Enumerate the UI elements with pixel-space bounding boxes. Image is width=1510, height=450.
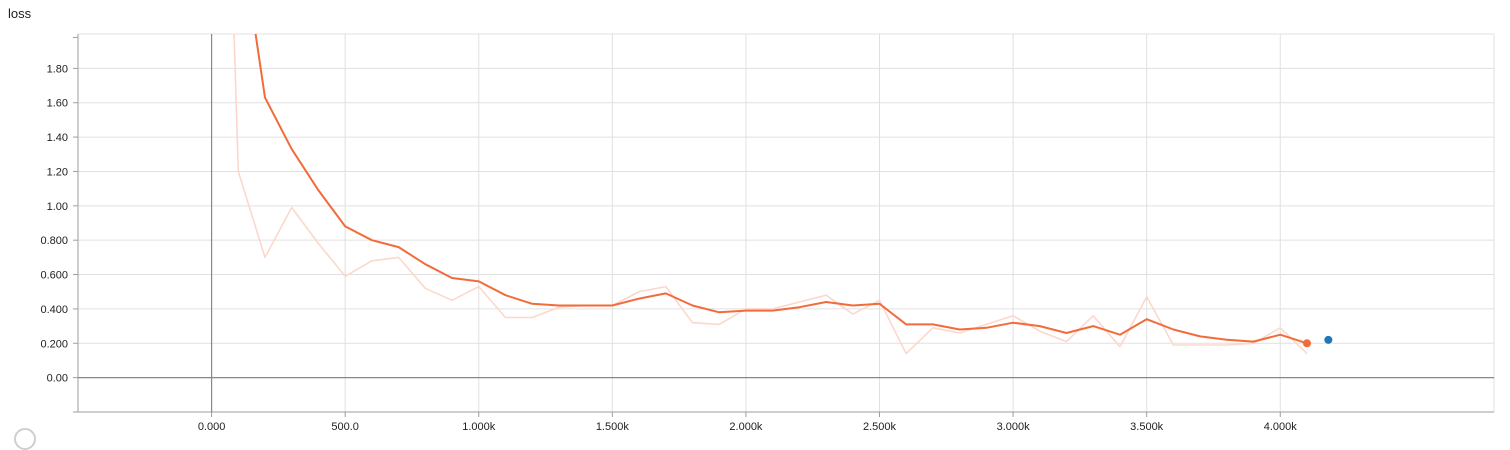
series-marker[interactable] bbox=[1324, 335, 1333, 344]
x-tick: 1.500k bbox=[596, 421, 630, 433]
x-tick: 2.500k bbox=[863, 421, 897, 433]
series-line-smoothed bbox=[254, 34, 1308, 345]
series-lines bbox=[233, 34, 1308, 355]
x-tick: 4.000k bbox=[1264, 421, 1298, 433]
y-tick: 1.60 bbox=[47, 98, 68, 110]
grid-lines bbox=[78, 33, 1495, 412]
x-tick: 3.000k bbox=[997, 421, 1031, 433]
x-tick-label: 3.000k bbox=[997, 421, 1031, 433]
y-tick-label: 0.800 bbox=[40, 235, 68, 247]
y-tick: 0.00 bbox=[47, 373, 68, 385]
x-axis-ticks: 0.000 500.0 1.000k 1.500k 2.000k 2.500k 3.000k… bbox=[198, 412, 1297, 433]
x-tick-label: 500.0 bbox=[331, 421, 359, 433]
y-tick: 1.80 bbox=[47, 63, 68, 75]
y-tick: 1.40 bbox=[47, 132, 68, 144]
x-tick: 500.0 bbox=[331, 421, 359, 433]
y-tick-label: 1.40 bbox=[47, 132, 68, 144]
x-tick: 2.000k bbox=[729, 421, 763, 433]
loss-chart[interactable]: 0.00 0.200 0.400 0.600 0.800 1.00 1.20 1.40 1.60… bbox=[0, 0, 1510, 436]
x-tick-label: 2.000k bbox=[729, 421, 763, 433]
y-tick-label: 0.200 bbox=[40, 338, 68, 350]
y-tick-label: 1.20 bbox=[47, 166, 68, 178]
y-tick-label: 0.00 bbox=[47, 373, 68, 385]
y-tick: 0.200 bbox=[40, 338, 68, 350]
chart-title: loss bbox=[8, 6, 32, 21]
x-tick: 0.000 bbox=[198, 421, 226, 433]
y-tick-label: 0.600 bbox=[40, 270, 68, 282]
x-tick: 1.000k bbox=[462, 421, 496, 433]
y-tick: 0.800 bbox=[40, 235, 68, 247]
x-tick-label: 0.000 bbox=[198, 421, 226, 433]
x-tick-label: 1.000k bbox=[462, 421, 496, 433]
y-tick-label: 1.60 bbox=[47, 98, 68, 110]
x-tick: 3.500k bbox=[1130, 421, 1164, 433]
y-tick: 0.600 bbox=[40, 270, 68, 282]
series-markers[interactable] bbox=[1302, 335, 1333, 348]
x-tick-label: 3.500k bbox=[1130, 421, 1164, 433]
y-tick-label: 0.400 bbox=[40, 304, 68, 316]
y-tick: 0.400 bbox=[40, 304, 68, 316]
series-marker[interactable] bbox=[1302, 339, 1311, 348]
y-tick-label: 1.00 bbox=[47, 201, 68, 213]
y-tick-label: 1.80 bbox=[47, 63, 68, 75]
y-tick: 1.20 bbox=[47, 166, 68, 178]
x-tick-label: 4.000k bbox=[1264, 421, 1298, 433]
y-tick: 1.00 bbox=[47, 201, 68, 213]
x-tick-label: 2.500k bbox=[863, 421, 897, 433]
series-line-raw bbox=[233, 34, 1308, 355]
axes bbox=[77, 34, 1494, 413]
y-axis-ticks: 0.00 0.200 0.400 0.600 0.800 1.00 1.20 1.40 1.60… bbox=[40, 36, 78, 413]
expand-circle-icon[interactable] bbox=[14, 428, 36, 450]
x-tick-label: 1.500k bbox=[596, 421, 630, 433]
